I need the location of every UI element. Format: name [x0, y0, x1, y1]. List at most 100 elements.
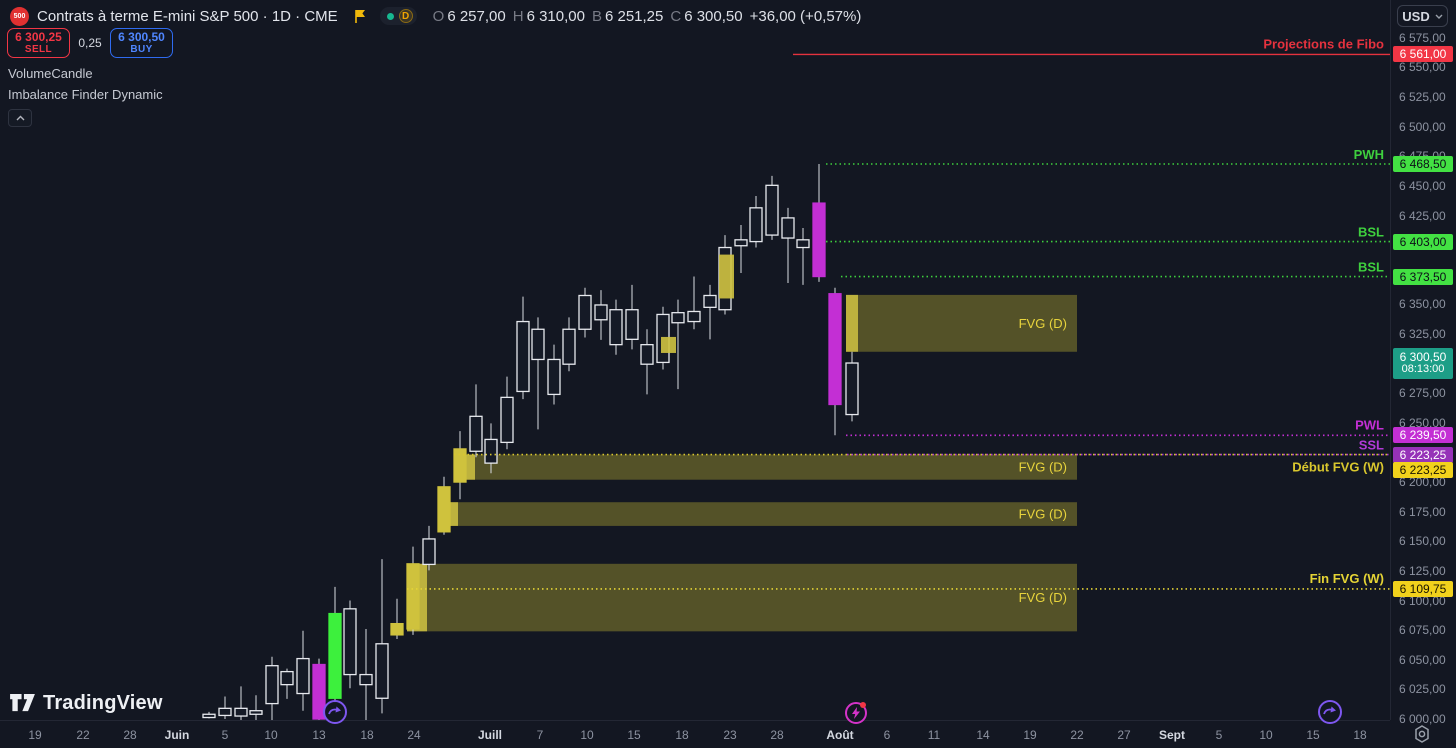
event-alert-icon[interactable] — [843, 699, 869, 730]
time-tick-day: 15 — [627, 728, 641, 742]
collapse-legend-button[interactable] — [8, 109, 32, 127]
indicator-imbalance-finder[interactable]: Imbalance Finder Dynamic — [8, 87, 163, 102]
jump-to-date-icon[interactable] — [322, 699, 348, 730]
currency-label: USD — [1402, 8, 1430, 24]
buy-price: 6 300,50 — [118, 29, 165, 44]
candle-body — [625, 309, 639, 340]
sell-button[interactable]: 6 300,25 SELL — [7, 28, 70, 58]
price-tick: 6 500,00 — [1399, 119, 1446, 134]
time-tick-day: 10 — [1259, 728, 1273, 742]
candle-body — [500, 396, 514, 444]
level-label: BSL — [1358, 260, 1384, 275]
high-label: H — [512, 7, 524, 25]
price-tick: 6 150,00 — [1399, 534, 1446, 549]
price-tick: 6 050,00 — [1399, 652, 1446, 667]
fvg-zone-origin — [846, 294, 858, 352]
candle-body — [845, 362, 859, 416]
candle-body — [531, 328, 545, 361]
price-tick: 6 100,00 — [1399, 593, 1446, 608]
candle-body — [375, 643, 389, 699]
time-tick-month: Juin — [164, 728, 190, 742]
ohlc-readout: O 6 257,00 H 6 310,00 B 6 251,25 C 6 300… — [433, 8, 862, 25]
price-tick: 6 075,00 — [1399, 623, 1446, 638]
time-tick-day: 18 — [360, 728, 374, 742]
market-open-dot-icon — [386, 12, 394, 20]
time-tick-day: 10 — [264, 728, 278, 742]
symbol-title[interactable]: Contrats à terme E-mini S&P 500 · 1D · C… — [37, 7, 338, 25]
candle-body — [202, 713, 216, 719]
spread-value: 0,25 — [78, 36, 102, 50]
price-tick: 6 125,00 — [1399, 563, 1446, 578]
price-tick: 6 425,00 — [1399, 208, 1446, 223]
current-price-badge: 6 300,50 08:13:00 — [1393, 348, 1453, 380]
chart-canvas[interactable]: FVG (D) FVG (D) FVG (D) FVG (D) Projections … — [0, 0, 1390, 720]
candle-body — [484, 438, 498, 464]
time-tick-day: 19 — [28, 728, 42, 742]
jump-to-latest-icon[interactable] — [1317, 699, 1343, 730]
time-tick-day: 18 — [675, 728, 689, 742]
price-level-badge: 6 561,00 — [1393, 46, 1453, 63]
sell-price: 6 300,25 — [15, 29, 62, 44]
price-axis-settings-icon[interactable] — [1412, 724, 1432, 748]
low-value: 6 251,25 — [604, 7, 664, 25]
candle-body — [422, 538, 436, 566]
price-tick: 6 275,00 — [1399, 386, 1446, 401]
chevron-up-icon — [16, 115, 24, 121]
time-tick-day: 5 — [1215, 728, 1223, 742]
fvg-zone-label: FVG (D) — [1019, 460, 1067, 475]
buy-label: BUY — [130, 43, 153, 55]
close-value: 6 300,50 — [684, 7, 743, 25]
price-tick: 6 325,00 — [1399, 326, 1446, 341]
time-tick-day: 28 — [123, 728, 137, 742]
price-level-badge: 6 109,75 — [1393, 580, 1453, 597]
trade-widget: 6 300,25 SELL 0,25 6 300,50 BUY — [7, 28, 173, 58]
price-axis[interactable]: 6 575,006 550,006 525,006 500,006 475,00… — [1390, 0, 1456, 726]
time-tick-month: Juill — [477, 728, 503, 742]
buy-button[interactable]: 6 300,50 BUY — [110, 28, 173, 58]
candle-body — [749, 207, 763, 243]
level-label: BSL — [1358, 225, 1384, 240]
candle-body — [609, 309, 623, 346]
time-tick-day: 15 — [1306, 728, 1320, 742]
candle-body — [265, 665, 279, 705]
timeframe-badge: D — [398, 9, 413, 23]
candle-body — [406, 563, 420, 630]
flag-icon[interactable] — [352, 7, 370, 25]
time-tick-day: 23 — [723, 728, 737, 742]
time-tick-day: 19 — [1023, 728, 1037, 742]
level-label: Projections de Fibo — [1263, 36, 1384, 51]
candle-body — [516, 320, 530, 393]
candle-body — [671, 312, 685, 324]
price-tick: 6 550,00 — [1399, 60, 1446, 75]
indicator-volumecandle[interactable]: VolumeCandle — [8, 66, 93, 81]
price-level-badge: 6 223,25 — [1393, 446, 1453, 463]
fvg-zone-origin — [719, 254, 734, 299]
price-tick: 6 525,00 — [1399, 90, 1446, 105]
candle-body — [781, 217, 795, 239]
time-tick-day: 5 — [221, 728, 229, 742]
market-status-pill[interactable]: D — [379, 7, 417, 25]
time-tick-day: 28 — [770, 728, 784, 742]
price-tick: 6 000,00 — [1399, 712, 1446, 726]
price-level-badge: 6 403,00 — [1393, 233, 1453, 250]
candle-body — [343, 608, 357, 676]
level-label: PWL — [1355, 417, 1384, 432]
candle-body — [812, 202, 826, 278]
candle-body — [359, 673, 373, 686]
close-label: C — [670, 7, 682, 25]
price-level-badge: 6 223,25 — [1393, 461, 1453, 478]
candle-body — [218, 707, 232, 717]
candle-body — [390, 622, 404, 636]
price-tick: 6 200,00 — [1399, 475, 1446, 490]
time-axis[interactable]: 19 22 28 Juin 5 10 13 18 24 Juill 7 10 15 18 23 28 Août 6… — [0, 720, 1390, 748]
currency-button[interactable]: USD — [1397, 5, 1448, 27]
candle-body — [578, 294, 592, 330]
candle-body — [296, 657, 310, 695]
candle-body — [687, 310, 701, 323]
candle-body — [437, 486, 451, 533]
candle-body — [469, 415, 483, 452]
high-value: 6 310,00 — [526, 7, 585, 25]
fvg-zone — [438, 502, 1077, 526]
tradingview-watermark[interactable]: TradingView — [9, 692, 163, 715]
fvg-zone-origin — [661, 336, 676, 353]
